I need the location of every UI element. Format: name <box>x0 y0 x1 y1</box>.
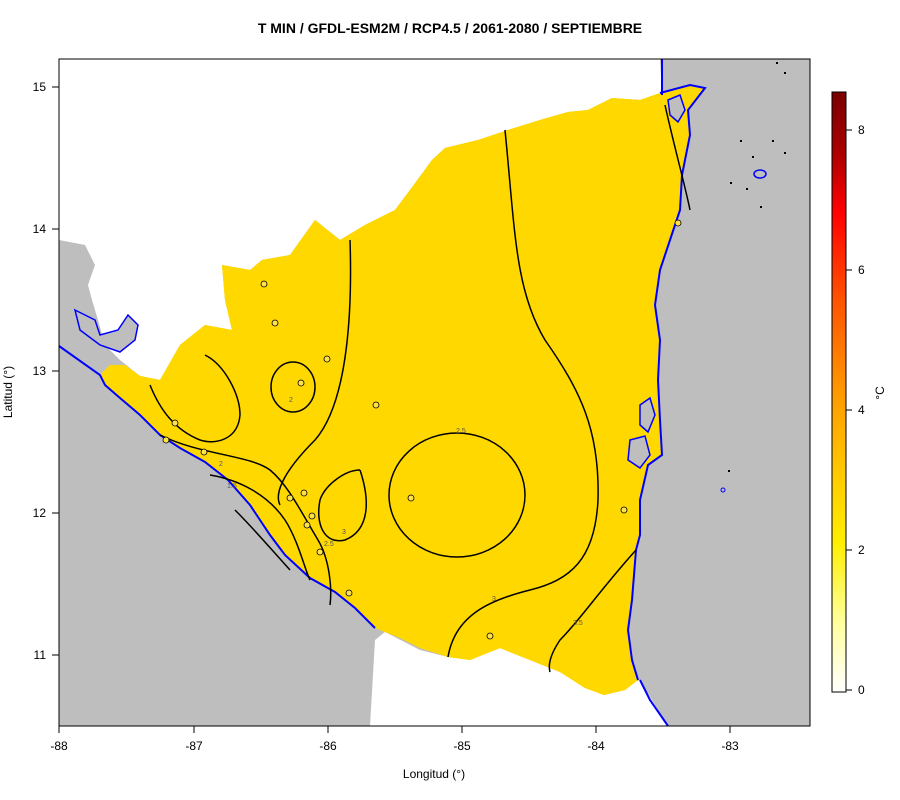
contour-lines <box>149 104 691 673</box>
x-tick-label: -87 <box>185 739 203 753</box>
station-marker <box>300 489 308 497</box>
station-marker <box>286 494 294 502</box>
contour-label-6: 2.5 <box>456 428 466 435</box>
cays <box>728 62 786 472</box>
colorbar-ticks <box>846 129 852 691</box>
y-tick-label: 13 <box>33 364 47 378</box>
island-small <box>720 487 726 493</box>
contour-label-2: 2 <box>219 461 223 468</box>
station-marker <box>345 589 353 597</box>
contour-label-3: 1.5 <box>227 483 237 490</box>
y-axis-ticks <box>52 86 59 656</box>
x-tick-label: -88 <box>50 739 68 753</box>
y-axis-label: Latitud (°) <box>1 366 15 418</box>
station-marker <box>271 319 279 327</box>
station-marker <box>297 379 305 387</box>
station-marker <box>162 436 170 444</box>
station-marker <box>316 548 324 556</box>
station-marker <box>674 219 682 227</box>
y-tick-label: 11 <box>34 648 47 662</box>
colorbar-tick-label: 2 <box>858 543 865 557</box>
y-tick-label: 14 <box>33 222 47 236</box>
station-marker <box>200 448 208 456</box>
station-marker <box>407 494 415 502</box>
colorbar-tick-label: 6 <box>858 263 865 277</box>
pacific-coastline <box>59 345 376 629</box>
gulf-of-fonseca <box>73 308 139 353</box>
y-tick-label: 15 <box>33 80 47 94</box>
honduras-area <box>59 59 662 380</box>
station-marker <box>486 632 494 640</box>
colorbar-tick-label: 4 <box>858 403 865 417</box>
colorbar-tick-label: 0 <box>858 683 865 697</box>
station-marker <box>308 512 316 520</box>
station-marker <box>303 521 311 529</box>
x-tick-label: -83 <box>721 739 739 753</box>
station-marker <box>260 280 268 288</box>
y-tick-label: 12 <box>33 506 47 520</box>
map-title: T MIN / GFDL-ESM2M / RCP4.5 / 2061-2080 … <box>257 20 643 36</box>
contour-label-7: 3 <box>492 596 496 603</box>
lagoon-1 <box>639 396 656 434</box>
colorbar-tick-label: 8 <box>858 123 865 137</box>
corn-islands <box>753 169 767 179</box>
caribbean-coastline <box>626 83 707 681</box>
contour-label-5: 3 <box>342 529 346 536</box>
lagoon-2 <box>627 435 651 470</box>
colorbar <box>831 91 847 693</box>
contour-label-8: 3.5 <box>573 620 583 627</box>
pacific-ocean <box>59 346 375 726</box>
lagoon-3 <box>667 93 686 124</box>
contour-label-1: 2 <box>289 397 293 404</box>
x-tick-label: -85 <box>453 739 471 753</box>
x-tick-label: -84 <box>587 739 605 753</box>
contour-label-4: 2.5 <box>324 541 334 548</box>
station-marker <box>620 506 628 514</box>
x-tick-label: -86 <box>319 739 337 753</box>
station-marker <box>372 401 380 409</box>
colorbar-unit: °C <box>873 386 887 400</box>
plot-frame <box>58 58 811 727</box>
stations <box>162 219 682 640</box>
costa-rica-area <box>370 632 668 726</box>
x-axis-ticks <box>58 726 731 733</box>
station-marker <box>171 419 179 427</box>
x-axis-label: Longitud (°) <box>403 767 465 781</box>
station-marker <box>323 355 331 363</box>
coastline-south <box>639 679 669 726</box>
